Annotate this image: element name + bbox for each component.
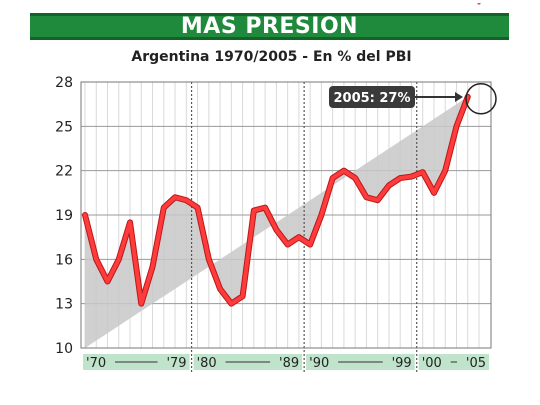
y-tick-label: 22 xyxy=(55,164,73,180)
data-point xyxy=(195,206,200,210)
data-point xyxy=(286,242,290,247)
y-tick-label: 28 xyxy=(55,75,73,91)
callout-box xyxy=(329,86,415,108)
data-point xyxy=(387,183,391,188)
data-point xyxy=(207,257,211,261)
data-point xyxy=(274,228,278,232)
data-point xyxy=(376,198,380,202)
data-point xyxy=(319,213,323,217)
period-start-label: '70 xyxy=(86,356,106,371)
y-tick-label: 16 xyxy=(55,252,73,268)
period-end-label: '99 xyxy=(392,356,412,371)
data-point xyxy=(308,242,312,247)
chart-header: MAS PRESION xyxy=(30,13,509,40)
data-point xyxy=(421,170,425,174)
data-point xyxy=(218,287,222,291)
data-point xyxy=(173,195,177,199)
data-point xyxy=(241,294,245,298)
y-tick-label: 10 xyxy=(55,341,73,357)
y-tick-label: 25 xyxy=(55,119,73,135)
callout-arrow-head xyxy=(455,92,463,102)
data-point xyxy=(364,195,369,199)
line-chart: 10 13 16 19 22 25 28 '70 '79 '80 '89 '90 '99 '00 '05 20… xyxy=(55,3,497,372)
data-point xyxy=(263,206,267,210)
period-end-label: '79 xyxy=(166,356,186,371)
data-point xyxy=(432,191,436,195)
data-point xyxy=(252,208,256,213)
data-point xyxy=(454,124,459,128)
y-tick-label: 19 xyxy=(55,208,73,224)
data-point xyxy=(229,302,233,306)
y-tick-label: 13 xyxy=(55,297,73,313)
data-point xyxy=(94,257,98,261)
data-point xyxy=(117,257,121,261)
data-point xyxy=(139,302,143,306)
highlight-circle xyxy=(465,83,497,115)
data-point xyxy=(331,176,335,180)
data-point xyxy=(150,265,155,269)
data-point xyxy=(162,206,166,210)
data-point xyxy=(398,176,402,180)
chart-card: MAS PRESION Argentina 1970/2005 - En % d… xyxy=(24,3,519,399)
period-start-label: '80 xyxy=(197,356,217,371)
data-point xyxy=(83,213,87,217)
data-point xyxy=(353,176,357,180)
callout-label: 2005: 27% xyxy=(333,91,410,106)
data-point xyxy=(342,169,346,173)
data-point xyxy=(297,235,301,239)
data-point xyxy=(409,174,414,179)
chart-title: MAS PRESION xyxy=(180,14,359,39)
plot-frame xyxy=(80,81,492,349)
data-point xyxy=(105,279,110,284)
period-end-label: '89 xyxy=(279,356,299,371)
data-point xyxy=(128,220,132,224)
period-end-label: '05 xyxy=(466,356,486,371)
data-point xyxy=(184,198,188,202)
data-point xyxy=(477,3,481,5)
chart-subtitle: Argentina 1970/2005 - En % del PBI xyxy=(131,49,412,65)
data-point xyxy=(443,169,447,173)
period-start-label: '00 xyxy=(422,356,442,371)
period-start-label: '90 xyxy=(309,356,329,371)
